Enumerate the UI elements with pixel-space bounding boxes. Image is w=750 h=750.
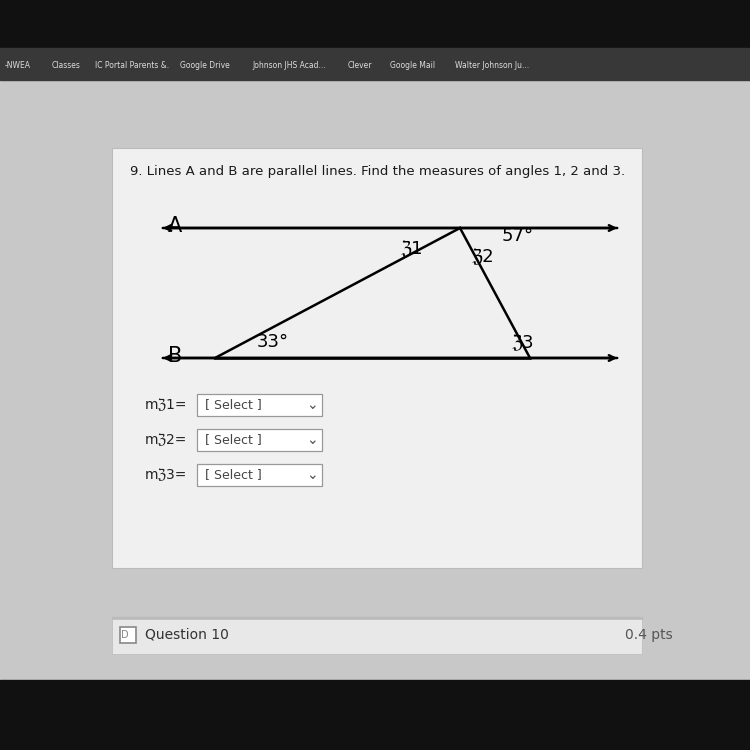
Bar <box>0 0 750 48</box>
Text: Google Drive: Google Drive <box>180 61 230 70</box>
Text: Johnson JHS Acad...: Johnson JHS Acad... <box>252 61 326 70</box>
Text: ℨ2: ℨ2 <box>472 247 495 265</box>
Text: Google Mail: Google Mail <box>390 61 435 70</box>
Bar <box>0 48 750 80</box>
Text: Question 10: Question 10 <box>145 628 229 642</box>
Text: Classes: Classes <box>52 61 81 70</box>
Text: 9. Lines A and B are parallel lines. Find the measures of angles 1, 2 and 3.: 9. Lines A and B are parallel lines. Fin… <box>130 166 626 178</box>
Text: Walter Johnson Ju...: Walter Johnson Ju... <box>455 61 530 70</box>
Bar <box>112 617 642 619</box>
Text: 0.4 pts: 0.4 pts <box>625 628 673 642</box>
Bar <box>197 394 322 416</box>
Text: 33°: 33° <box>257 333 290 351</box>
Bar <box>0 680 750 750</box>
Bar <box>197 464 322 486</box>
Text: ⌄: ⌄ <box>306 398 318 412</box>
Text: [ Select ]: [ Select ] <box>205 469 262 482</box>
Text: -NWEA: -NWEA <box>5 61 31 70</box>
Bar <box>0 80 750 750</box>
Text: ⌄: ⌄ <box>306 433 318 447</box>
Text: ℨ3: ℨ3 <box>512 333 535 351</box>
Text: A: A <box>168 216 182 236</box>
Text: mℨ3=: mℨ3= <box>145 468 188 482</box>
Text: mℨ1=: mℨ1= <box>145 398 188 412</box>
Bar <box>197 429 322 451</box>
Text: Clever: Clever <box>348 61 373 70</box>
Text: IC Portal Parents &.: IC Portal Parents &. <box>95 61 170 70</box>
Text: 57°: 57° <box>502 227 534 245</box>
Text: [ Select ]: [ Select ] <box>205 398 262 412</box>
Bar <box>112 148 642 568</box>
Text: [ Select ]: [ Select ] <box>205 433 262 446</box>
Text: mℨ2=: mℨ2= <box>145 433 188 447</box>
Text: B: B <box>168 346 182 366</box>
Text: ℨ1: ℨ1 <box>400 239 423 257</box>
Text: ⌄: ⌄ <box>306 468 318 482</box>
Text: D: D <box>121 630 129 640</box>
Bar <box>120 627 136 643</box>
Bar <box>112 619 642 654</box>
